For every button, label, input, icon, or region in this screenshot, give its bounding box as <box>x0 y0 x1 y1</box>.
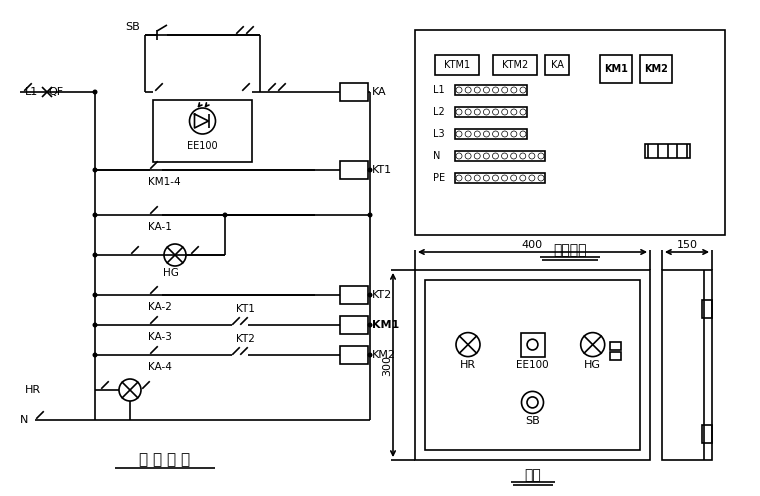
Text: HG: HG <box>584 360 601 370</box>
Bar <box>702 300 712 318</box>
Bar <box>340 316 368 334</box>
Text: KA-4: KA-4 <box>148 362 172 372</box>
Text: KT1: KT1 <box>236 304 255 314</box>
Bar <box>493 55 537 75</box>
Bar <box>435 55 479 75</box>
Text: KM2: KM2 <box>372 350 396 360</box>
Bar <box>640 55 672 83</box>
Text: KTM1: KTM1 <box>444 60 470 70</box>
Text: 元件布置: 元件布置 <box>553 243 587 257</box>
Text: L3: L3 <box>433 129 445 139</box>
Circle shape <box>93 89 97 95</box>
Text: 150: 150 <box>676 240 698 250</box>
Text: KT1: KT1 <box>372 165 392 175</box>
Bar <box>662 270 712 460</box>
Bar <box>645 144 690 158</box>
Bar <box>455 85 527 95</box>
Bar <box>610 342 621 350</box>
Text: KM1-4: KM1-4 <box>148 177 181 187</box>
Circle shape <box>93 168 97 173</box>
Text: L1: L1 <box>433 85 445 95</box>
Circle shape <box>368 293 372 298</box>
Circle shape <box>368 322 372 327</box>
Text: HG: HG <box>163 268 179 278</box>
Circle shape <box>368 353 372 358</box>
Bar <box>415 270 650 460</box>
Circle shape <box>223 212 227 218</box>
Bar <box>455 151 545 161</box>
Text: KA-1: KA-1 <box>148 222 172 232</box>
Text: KM1: KM1 <box>604 64 628 74</box>
Text: QF: QF <box>48 87 63 97</box>
Text: SB: SB <box>125 22 140 32</box>
Text: L1: L1 <box>25 87 38 97</box>
Bar <box>702 425 712 443</box>
Text: SB: SB <box>525 417 540 427</box>
Bar <box>425 280 640 450</box>
Text: KT2: KT2 <box>236 334 255 344</box>
Circle shape <box>93 293 97 298</box>
Text: 正家: 正家 <box>524 468 541 482</box>
Text: HR: HR <box>460 360 476 370</box>
Bar <box>340 83 368 101</box>
Text: 400: 400 <box>522 240 543 250</box>
Circle shape <box>93 322 97 327</box>
Text: N: N <box>433 151 440 161</box>
Bar <box>610 352 621 361</box>
Text: KT2: KT2 <box>372 290 392 300</box>
Bar <box>455 107 527 117</box>
Text: EE100: EE100 <box>516 360 549 370</box>
Bar <box>545 55 569 75</box>
Circle shape <box>93 212 97 218</box>
Text: KA-3: KA-3 <box>148 332 172 342</box>
Text: HR: HR <box>25 385 41 395</box>
Text: KM2: KM2 <box>644 64 668 74</box>
Text: L2: L2 <box>433 107 445 117</box>
Bar <box>455 129 527 139</box>
Bar <box>455 173 545 183</box>
Bar <box>340 286 368 304</box>
Text: 300: 300 <box>382 355 392 375</box>
Bar <box>340 161 368 179</box>
Text: KA: KA <box>550 60 563 70</box>
Circle shape <box>368 168 372 173</box>
Text: KA-2: KA-2 <box>148 302 172 312</box>
Text: KM1: KM1 <box>372 320 399 330</box>
Bar <box>340 346 368 364</box>
Text: KTM2: KTM2 <box>502 60 528 70</box>
Text: 控 制 回 路: 控 制 回 路 <box>139 452 191 468</box>
Circle shape <box>93 353 97 358</box>
Text: KA: KA <box>372 87 387 97</box>
Bar <box>521 333 544 357</box>
Text: PE: PE <box>433 173 445 183</box>
Bar <box>600 55 632 83</box>
Bar <box>415 30 725 235</box>
Circle shape <box>368 212 372 218</box>
Bar <box>153 100 252 162</box>
Circle shape <box>93 252 97 257</box>
Text: EE100: EE100 <box>187 141 218 151</box>
Text: N: N <box>20 415 28 425</box>
